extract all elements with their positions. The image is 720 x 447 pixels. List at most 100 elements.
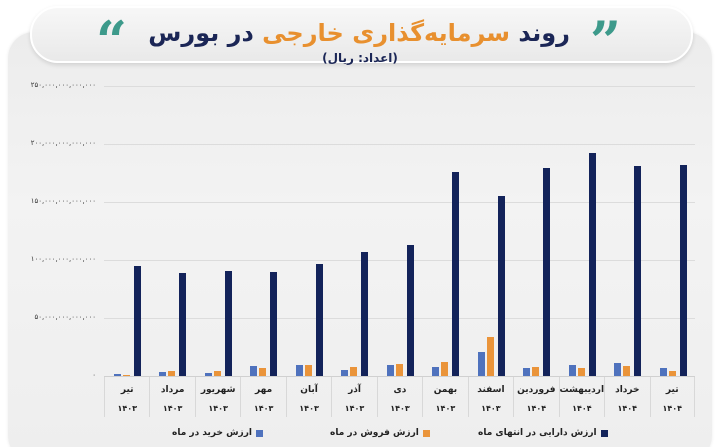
bar-asset	[679, 164, 687, 376]
legend-sell: ارزش فروش در ماه	[330, 428, 430, 438]
bar-asset	[588, 153, 596, 376]
x-category: آبان ۱۴۰۳	[285, 377, 331, 417]
x-category: آذر ۱۴۰۳	[331, 377, 376, 417]
gridline	[104, 260, 695, 261]
x-axis-line	[104, 376, 695, 377]
bar-asset	[361, 251, 369, 376]
bar-sell	[668, 370, 676, 376]
bar-sell	[486, 336, 494, 376]
bar-asset	[634, 166, 642, 376]
category-month-label: تیر	[665, 385, 679, 395]
gridline	[104, 202, 695, 203]
bar-buy	[386, 364, 394, 376]
title-accent: سرمایه‌گذاری خارجی	[262, 19, 511, 47]
category-month-label: بهمن	[433, 385, 458, 395]
category-year-label: ۱۴۰۳	[390, 404, 410, 413]
gridline	[104, 144, 695, 145]
close-quote-icon: ”	[590, 14, 622, 48]
x-category: خرداد ۱۴۰۴	[604, 377, 649, 417]
category-year-label: ۱۴۰۳	[253, 404, 274, 413]
x-category: بهمن ۱۴۰۳	[422, 377, 467, 417]
bar-sell	[623, 366, 631, 376]
x-category: مرداد ۱۴۰۳	[149, 377, 194, 417]
open-quote-icon: “	[96, 14, 128, 48]
chart-subtitle: (اعداد: ریال)	[322, 51, 398, 65]
bar-asset	[406, 244, 414, 376]
title-suffix: در بورس	[148, 19, 254, 47]
bar-buy	[341, 370, 349, 376]
bar-asset	[452, 171, 460, 376]
category-month-label: مرداد	[160, 385, 185, 395]
category-month-label: دی	[393, 385, 407, 395]
category-year-label: ۱۴۰۴	[617, 404, 638, 413]
category-year-label: ۱۴۰۴	[572, 404, 592, 413]
y-tick-label: ۲۰۰,۰۰۰,۰۰۰,۰۰۰,۰۰۰	[30, 139, 96, 147]
bar-buy	[523, 368, 531, 376]
x-category: مهر ۱۴۰۳	[240, 377, 285, 417]
x-category: تیر ۱۴۰۴	[649, 377, 695, 417]
bar-sell	[532, 366, 540, 376]
x-category: دی ۱۴۰۳	[376, 377, 422, 417]
title-banner	[30, 6, 693, 63]
bar-buy	[659, 368, 667, 376]
gridline	[104, 86, 695, 87]
y-tick-label: ۱۰۰,۰۰۰,۰۰۰,۰۰۰,۰۰۰	[30, 255, 96, 263]
bar-sell	[259, 367, 267, 376]
category-year-label: ۱۴۰۳	[117, 404, 137, 413]
category-month-label: اسفند	[477, 385, 505, 395]
bar-asset	[270, 271, 278, 376]
category-month-label: آذر	[348, 385, 361, 395]
y-tick-label: ۵۰,۰۰۰,۰۰۰,۰۰۰,۰۰۰	[34, 313, 96, 321]
legend-asset-swatch	[600, 429, 608, 437]
bar-sell	[350, 366, 358, 376]
bar-buy	[432, 366, 440, 376]
bar-asset	[224, 271, 232, 376]
legend-sell-label: ارزش فروش در ماه	[330, 428, 419, 438]
x-category: تیر ۱۴۰۳	[104, 377, 149, 417]
bar-sell	[395, 363, 403, 376]
category-month-label: مهر	[255, 385, 273, 395]
category-year-label: ۱۴۰۳	[299, 404, 319, 413]
bar-buy	[114, 374, 121, 376]
gridline	[104, 318, 695, 319]
bar-asset	[497, 196, 505, 376]
x-category: شهریور ۱۴۰۳	[194, 377, 240, 417]
category-month-label: آبان	[300, 385, 318, 395]
bar-buy	[204, 372, 212, 376]
legend-buy: ارزش خرید در ماه	[172, 428, 263, 438]
category-month-label: فروردین	[517, 385, 556, 395]
bar-sell	[304, 364, 312, 376]
bar-buy	[250, 366, 258, 376]
bar-buy	[614, 363, 622, 376]
bar-asset	[543, 168, 551, 376]
bar-asset	[134, 265, 141, 376]
legend-sell-swatch	[422, 429, 430, 437]
x-category: فروردین ۱۴۰۴	[513, 377, 558, 417]
bar-sell	[577, 367, 585, 376]
legend-asset-label: ارزش دارایی در انتهای ماه	[478, 428, 597, 438]
bar-buy	[159, 371, 167, 376]
y-tick-label: ۱۵۰,۰۰۰,۰۰۰,۰۰۰,۰۰۰	[30, 197, 96, 205]
bar-sell	[213, 371, 221, 376]
category-year-label: ۱۴۰۳	[481, 404, 501, 413]
y-tick-label: ۲۵۰,۰۰۰,۰۰۰,۰۰۰,۰۰۰	[30, 81, 96, 89]
category-year-label: ۱۴۰۳	[162, 404, 183, 413]
category-month-label: شهریور	[200, 385, 236, 395]
category-month-label: تیر	[120, 385, 134, 395]
y-tick-label: ۰	[92, 371, 96, 379]
legend-buy-label: ارزش خرید در ماه	[172, 428, 252, 438]
x-category: اسفند ۱۴۰۳	[467, 377, 513, 417]
bar-asset	[179, 272, 187, 376]
category-year-label: ۱۴۰۴	[526, 404, 547, 413]
title-prefix: روند	[518, 19, 570, 47]
legend-buy-swatch	[256, 429, 263, 437]
category-year-label: ۱۴۰۳	[208, 404, 228, 413]
category-month-label: اردیبهشت	[559, 385, 605, 395]
category-month-label: خرداد	[615, 385, 640, 395]
bar-buy	[568, 364, 576, 376]
legend-asset: ارزش دارایی در انتهای ماه	[478, 428, 608, 438]
x-category: اردیبهشت ۱۴۰۴	[558, 377, 605, 417]
chart-title: روند سرمایه‌گذاری خارجی در بورس	[148, 18, 570, 48]
bar-sell	[123, 374, 130, 376]
